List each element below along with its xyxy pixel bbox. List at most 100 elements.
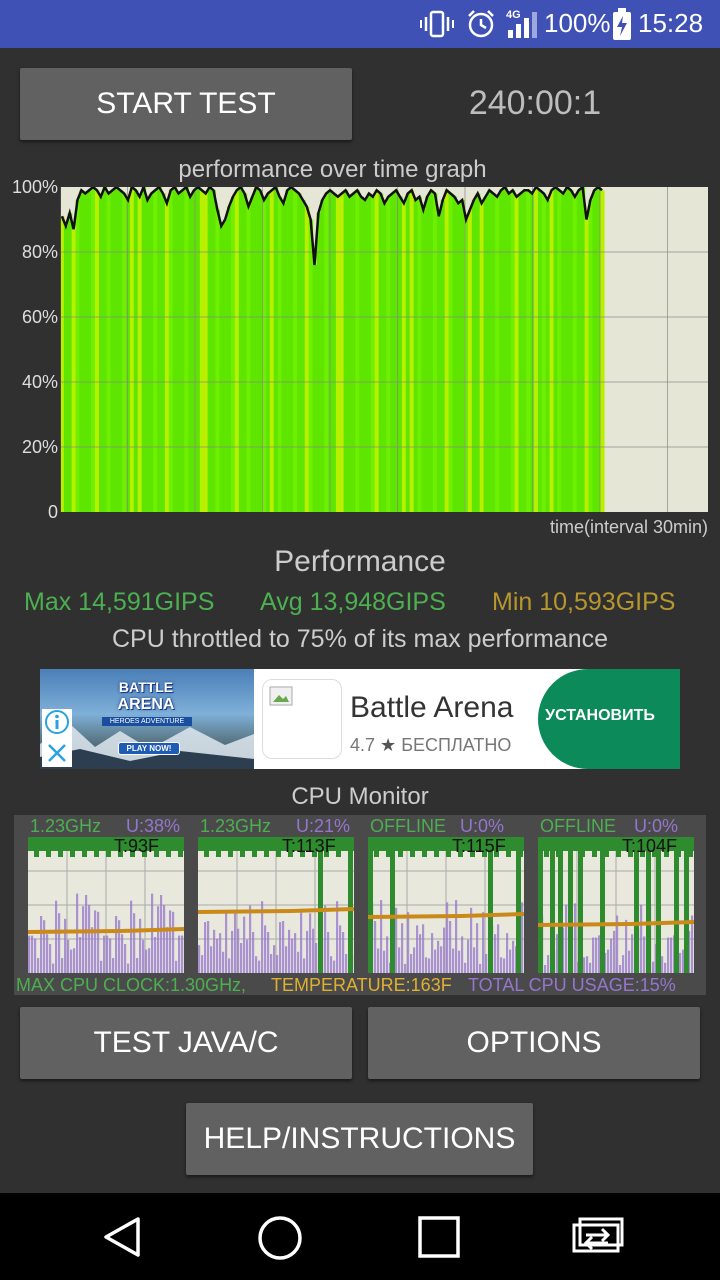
- min-performance: Min 10,593GIPS: [492, 588, 676, 616]
- core-usage-bar: [682, 949, 685, 973]
- core-usage-bar: [598, 935, 601, 973]
- graph-bar: [429, 190, 434, 512]
- graph-bar: [133, 190, 139, 512]
- graph-bar: [91, 187, 96, 512]
- core-usage-bar: [383, 950, 386, 973]
- graph-bar: [370, 196, 376, 512]
- core-usage-bar: [679, 952, 682, 973]
- core-usage-bar: [434, 949, 437, 973]
- core-offline-marker: [368, 837, 373, 973]
- core-usage-bar: [467, 939, 470, 973]
- core-offline-marker: [634, 837, 639, 973]
- graph-bar: [285, 190, 290, 512]
- core-4-freq: OFFLINE: [540, 816, 617, 836]
- screen-switch-icon[interactable]: [570, 1217, 626, 1257]
- core-usage-bar: [82, 906, 85, 973]
- graph-bar: [351, 193, 356, 512]
- graph-bar: [223, 219, 228, 512]
- ad-install-button[interactable]: УСТАНОВИТЬ: [538, 669, 680, 769]
- core-usage-bar: [172, 911, 175, 973]
- core-offline-marker: [578, 837, 583, 973]
- core-usage-bar: [297, 951, 300, 973]
- core-usage-bar: [404, 963, 407, 973]
- graph-bar: [79, 190, 84, 512]
- home-icon[interactable]: [257, 1215, 303, 1261]
- battery-percent: 100%: [544, 8, 611, 38]
- core-clock-tick: [386, 851, 391, 857]
- start-test-label: START TEST: [96, 87, 276, 120]
- ad-app-icon[interactable]: [262, 679, 342, 759]
- core-usage-bar: [607, 949, 610, 973]
- graph-bar: [172, 187, 178, 512]
- core-usage-bar: [670, 937, 673, 973]
- core-usage-bar: [67, 939, 70, 973]
- ad-choices-icon[interactable]: [42, 709, 72, 767]
- core-usage-bar: [28, 935, 31, 973]
- start-test-button[interactable]: START TEST: [20, 68, 352, 140]
- core-usage-bar: [73, 948, 76, 973]
- core-usage-bar: [213, 929, 216, 973]
- core-usage-bar: [58, 913, 61, 973]
- core-usage-bar: [643, 936, 646, 973]
- graph-bar: [262, 200, 267, 512]
- options-button[interactable]: OPTIONS: [368, 1007, 700, 1079]
- close-icon[interactable]: [42, 739, 72, 767]
- graph-bar: [436, 216, 442, 512]
- core-usage-bar: [610, 938, 613, 973]
- core-usage-bar: [500, 957, 503, 973]
- graph-bar: [332, 193, 337, 512]
- ad-app-name[interactable]: Battle Arena: [350, 691, 514, 724]
- graph-bar: [339, 193, 345, 512]
- core-usage-bar: [616, 915, 619, 973]
- core-usage-bar: [157, 906, 160, 973]
- graph-bar: [382, 203, 387, 512]
- graph-bar: [102, 187, 108, 512]
- core-clock-tick: [410, 851, 415, 857]
- core-clock-tick: [556, 851, 561, 857]
- performance-graph: [60, 187, 708, 512]
- graph-bar: [572, 196, 578, 512]
- core-clock-tick: [494, 851, 499, 857]
- graph-bar: [273, 187, 279, 512]
- core-usage-bar: [106, 935, 109, 973]
- core-usage-bar: [664, 962, 667, 973]
- core-usage-bar: [509, 949, 512, 973]
- test-java-button[interactable]: TEST JAVA/C: [20, 1007, 352, 1079]
- core-usage-bar: [249, 905, 252, 973]
- ad-banner[interactable]: BATTLE ARENA HEROES ADVENTURE PLAY NOW! …: [40, 669, 680, 769]
- graph-bar: [75, 200, 81, 512]
- core-usage-bar: [204, 922, 207, 973]
- ad-game-banner[interactable]: BATTLE ARENA HEROES ADVENTURE PLAY NOW!: [40, 669, 254, 769]
- help-button[interactable]: HELP/INSTRUCTIONS: [186, 1103, 533, 1175]
- core-usage-bar: [145, 949, 148, 973]
- graph-bar: [277, 196, 283, 512]
- core-clock-tick: [664, 851, 669, 857]
- graph-bar: [227, 206, 232, 512]
- graph-bar: [518, 193, 523, 512]
- core-usage-bar: [512, 940, 515, 973]
- test-java-label: TEST JAVA/C: [93, 1026, 279, 1059]
- core-usage-bar: [374, 921, 377, 973]
- core-usage-bar: [619, 965, 622, 973]
- core-usage-bar: [175, 960, 178, 973]
- core-usage-bar: [139, 918, 142, 973]
- core-usage-bar: [198, 945, 201, 973]
- graph-bar: [475, 193, 481, 512]
- graph-bar: [499, 190, 504, 512]
- clock: 15:28: [638, 8, 704, 38]
- recents-icon[interactable]: [417, 1215, 461, 1259]
- core-usage-bar: [312, 928, 315, 973]
- ad-play-now: PLAY NOW!: [118, 742, 180, 755]
- graph-bar: [269, 190, 275, 512]
- core-clock-tick: [216, 851, 221, 857]
- core-usage-bar: [464, 962, 467, 973]
- graph-bar: [386, 196, 391, 512]
- core-usage-bar: [574, 903, 577, 973]
- core-usage-bar: [640, 904, 643, 973]
- core-usage-bar: [613, 930, 616, 973]
- core-usage-bar: [628, 950, 631, 973]
- graph-bar: [203, 193, 209, 512]
- graph-bar: [456, 203, 461, 512]
- graph-bar: [129, 187, 135, 512]
- back-icon[interactable]: [100, 1215, 144, 1259]
